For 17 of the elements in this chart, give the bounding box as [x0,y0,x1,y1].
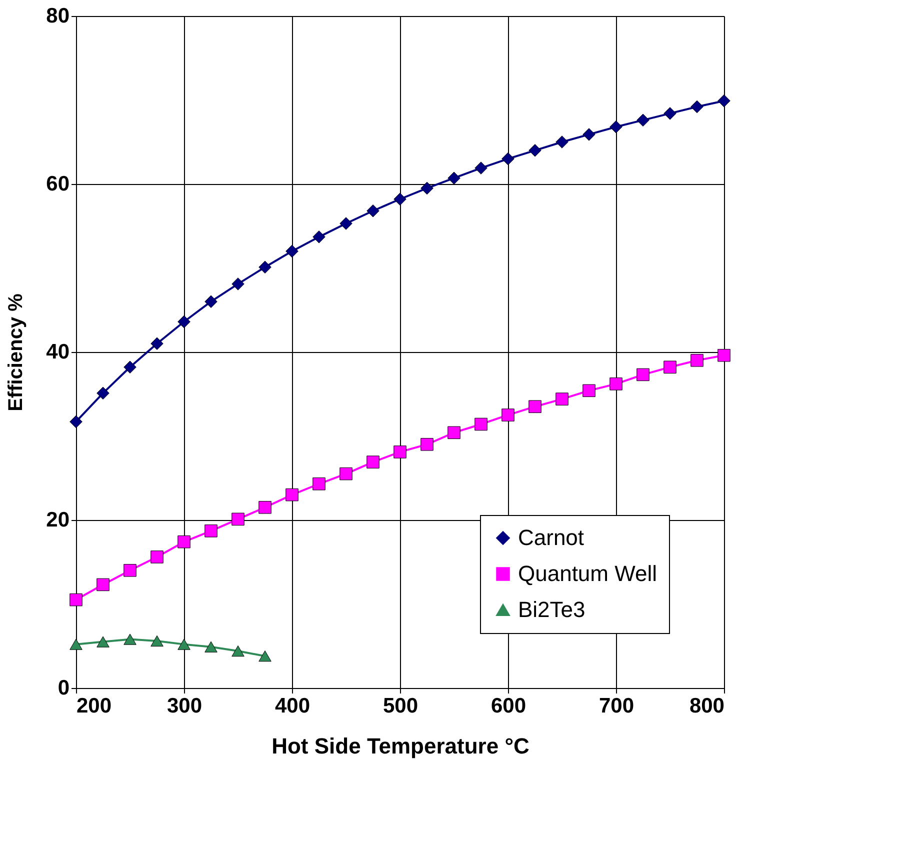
legend-label: Carnot [518,525,584,550]
x-axis-title: Hot Side Temperature °C [272,734,530,758]
legend-label: Quantum Well [518,561,657,586]
x-tick-label: 200 [76,694,112,718]
x-tick-label: 300 [166,694,202,718]
y-tick-label: 20 [46,508,70,532]
y-tick-label: 40 [46,340,70,364]
x-tick-label: 700 [598,694,634,718]
y-tick-label: 60 [46,172,70,196]
x-tick-label: 400 [274,694,310,718]
x-tick-label: 600 [490,694,526,718]
legend-label: Bi2Te3 [518,597,586,622]
x-tick-label: 500 [382,694,418,718]
y-tick-label: 0 [58,676,70,700]
y-tick-label: 80 [46,4,70,28]
y-axis-title: Efficiency % [5,293,28,412]
x-tick-label: 800 [689,694,724,718]
